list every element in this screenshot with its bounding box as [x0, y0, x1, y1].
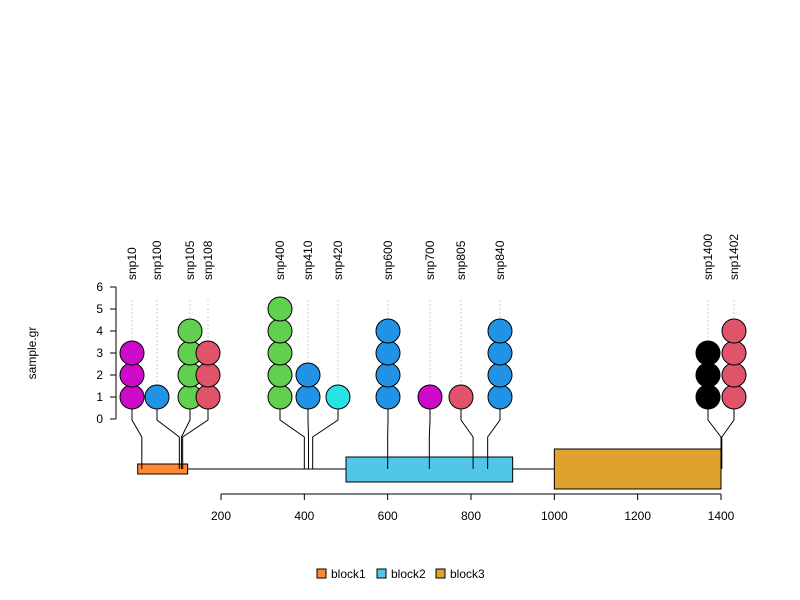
feature-block2 [345, 456, 514, 483]
stem-snp840 [487, 409, 501, 469]
label-snp410: snp410 [301, 240, 315, 280]
circle-snp1400-3 [695, 340, 721, 366]
legend-swatch-block3 [435, 568, 446, 579]
y-tick-label: 5 [96, 302, 103, 316]
x-tick-label: 800 [461, 509, 481, 523]
x-tick-label: 600 [378, 509, 398, 523]
circle-snp600-4 [375, 318, 401, 344]
circle-snp1400-2 [695, 362, 721, 388]
stem-snp805 [460, 409, 474, 469]
legend-swatch-block1 [316, 568, 327, 579]
circle-snp1402-1 [721, 384, 747, 410]
x-tick-label: 1000 [541, 509, 568, 523]
stem-snp420 [312, 409, 339, 469]
stem-snp1400 [707, 409, 722, 469]
track-label: sample.gr [25, 327, 39, 380]
circle-snp400-1 [267, 384, 293, 410]
label-snp420: snp420 [331, 240, 345, 280]
circle-snp1402-2 [721, 362, 747, 388]
circle-snp600-2 [375, 362, 401, 388]
legend-label-block1: block1 [331, 567, 366, 581]
label-snp840: snp840 [493, 240, 507, 280]
label-snp600: snp600 [381, 240, 395, 280]
circle-snp410-2 [295, 362, 321, 388]
stem-snp100 [156, 409, 180, 469]
circle-snp410-1 [295, 384, 321, 410]
circle-snp805-1 [448, 384, 474, 410]
label-snp100: snp100 [150, 240, 164, 280]
y-tick-label: 1 [96, 390, 103, 404]
x-tick-label: 1200 [624, 509, 651, 523]
x-tick-label: 200 [211, 509, 231, 523]
y-tick-label: 6 [96, 280, 103, 294]
y-tick-label: 4 [96, 324, 103, 338]
circle-snp840-3 [487, 340, 513, 366]
circle-snp100-1 [144, 384, 170, 410]
stem-snp400 [279, 409, 305, 469]
snp-labels: snp10 snp100 snp105 snp108 snp400 snp410 snp42… [125, 234, 741, 280]
circle-snp400-4 [267, 318, 293, 344]
lollipop-stems [131, 409, 735, 469]
circle-snp840-2 [487, 362, 513, 388]
feature-block1 [137, 463, 189, 475]
circle-snp10-2 [119, 362, 145, 388]
circle-snp400-5 [267, 296, 293, 322]
legend-swatch-block2 [376, 568, 387, 579]
circle-snp1400-1 [695, 384, 721, 410]
label-snp805: snp805 [454, 240, 468, 280]
x-tick-label: 400 [294, 509, 314, 523]
circle-snp108-1 [195, 384, 221, 410]
circle-snp400-3 [267, 340, 293, 366]
legend: block1 block2 block3 [316, 567, 485, 581]
circle-snp600-3 [375, 340, 401, 366]
label-snp10: snp10 [125, 247, 139, 280]
circle-snp1402-4 [721, 318, 747, 344]
circle-snp400-2 [267, 362, 293, 388]
feature-block3 [553, 448, 722, 490]
legend-label-block2: block2 [391, 567, 426, 581]
y-tick-label: 3 [96, 346, 103, 360]
circle-snp10-1 [119, 384, 145, 410]
guide-lines [131, 297, 735, 385]
circle-snp108-2 [195, 362, 221, 388]
label-snp700: snp700 [423, 240, 437, 280]
circle-snp840-4 [487, 318, 513, 344]
feature-blocks [137, 448, 722, 490]
circle-snp1402-3 [721, 340, 747, 366]
stem-snp700 [428, 409, 431, 469]
x-tick-label: 1400 [708, 509, 735, 523]
circle-snp10-3 [119, 340, 145, 366]
y-tick-label: 0 [96, 412, 103, 426]
label-snp105: snp105 [183, 240, 197, 280]
circle-snp108-3 [195, 340, 221, 366]
y-tick-label: 2 [96, 368, 103, 382]
stem-snp108 [182, 409, 209, 469]
stem-snp10 [131, 409, 143, 469]
circle-snp420-1 [325, 384, 351, 410]
circle-snp700-1 [417, 384, 443, 410]
circle-snp600-1 [375, 384, 401, 410]
stem-snp410 [307, 409, 309, 469]
label-snp400: snp400 [273, 240, 287, 280]
label-snp1402: snp1402 [727, 234, 741, 280]
x-axis: 200 400 600 800 1000 1200 1400 [211, 493, 735, 523]
label-snp108: snp108 [201, 240, 215, 280]
lollipop-circles [119, 296, 747, 410]
stem-snp1402 [721, 409, 735, 469]
label-snp1400: snp1400 [701, 234, 715, 280]
legend-label-block3: block3 [450, 567, 485, 581]
stem-snp105 [180, 409, 191, 469]
y-axis: 0 1 2 3 4 5 6 [96, 280, 117, 426]
circle-snp840-1 [487, 384, 513, 410]
circle-snp105-4 [177, 318, 203, 344]
